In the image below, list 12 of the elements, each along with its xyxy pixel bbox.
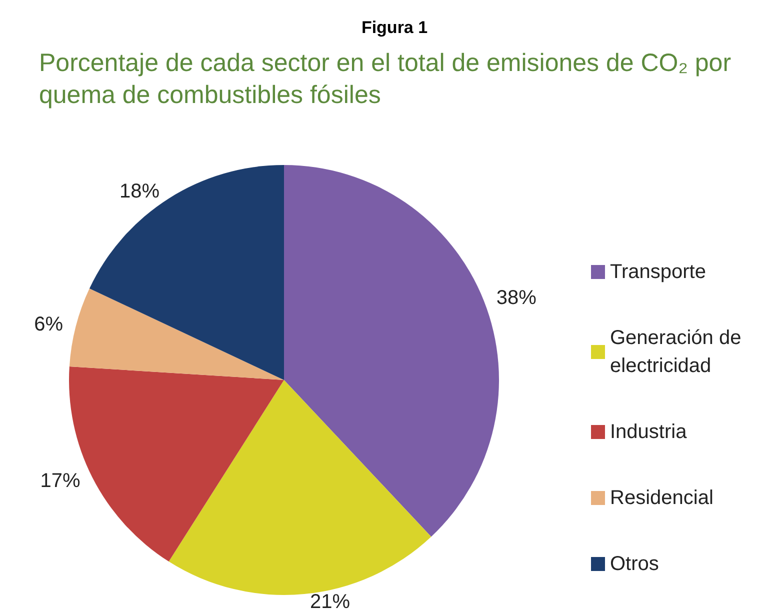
data-label: 21% bbox=[310, 591, 350, 614]
data-label: 18% bbox=[119, 180, 160, 203]
legend-label: Otros bbox=[610, 553, 659, 575]
data-label: 17% bbox=[40, 470, 81, 492]
data-label: 38% bbox=[496, 286, 537, 309]
legend-label: Industria bbox=[610, 421, 688, 443]
legend-label: Generación de electricidad bbox=[610, 327, 747, 377]
data-label: 6% bbox=[34, 314, 64, 336]
chart-subtitle: Porcentaje de cada sector en el total de emisiones de CO₂ por quema de combustibles fósiles bbox=[39, 49, 738, 109]
legend-label: Transporte bbox=[610, 261, 706, 283]
legend-label: Residencial bbox=[610, 487, 714, 509]
chart-title: Figura 1 bbox=[361, 18, 428, 37]
